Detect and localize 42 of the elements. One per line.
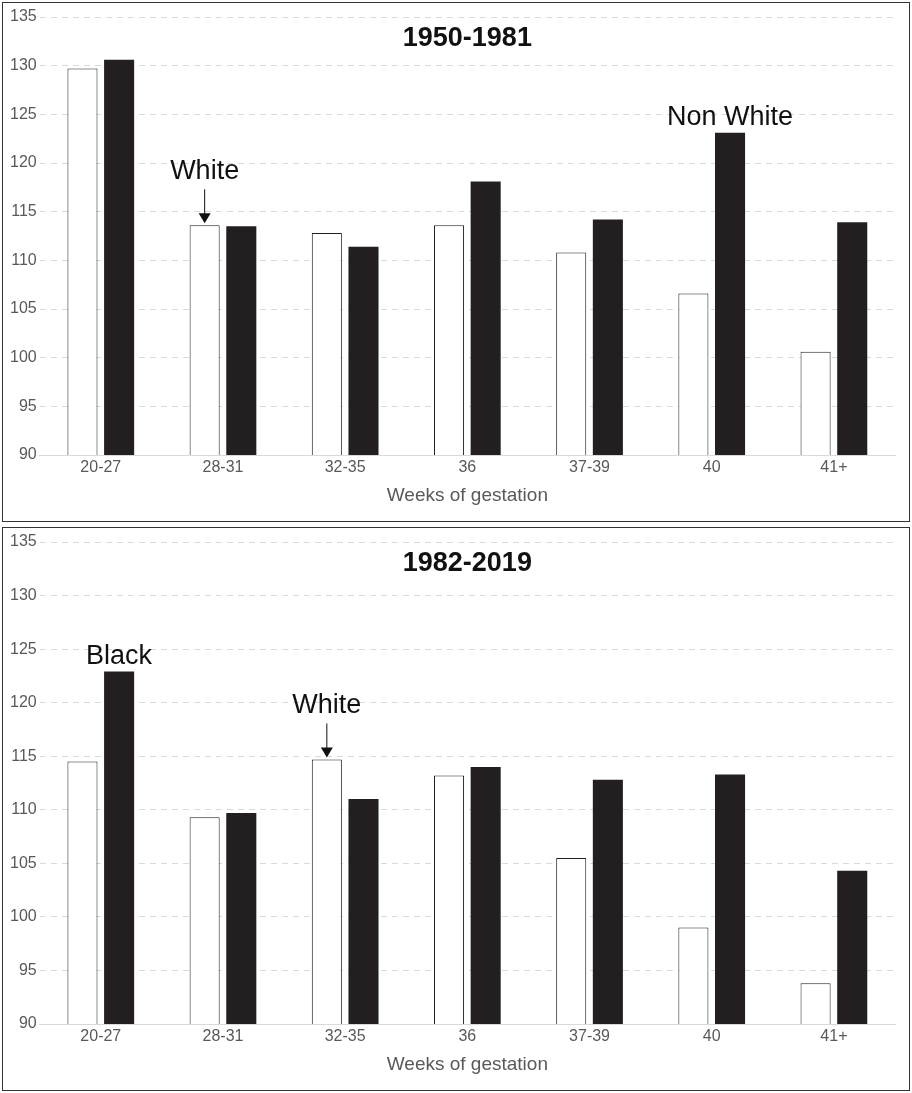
y-tick-label: 100 [9, 907, 37, 925]
y-tick-label: 115 [11, 746, 37, 764]
y-tick-label: 105 [9, 853, 37, 871]
x-tick-label: 28-31 [202, 458, 244, 476]
annotation: White [170, 155, 240, 186]
y-tick-label: 120 [9, 693, 37, 711]
y-tick-label: 125 [9, 639, 37, 657]
annotation: Black [86, 639, 153, 670]
y-tick-label: 110 [11, 250, 37, 268]
chart-title: 1982-2019 [402, 546, 532, 577]
x-axis-title: Weeks of gestation [386, 1052, 548, 1074]
y-tick-label: 120 [9, 153, 37, 171]
x-tick-label: 37-39 [569, 458, 611, 476]
x-tick-label: 40 [702, 458, 721, 476]
y-tick-label: 130 [9, 56, 37, 74]
y-tick-label: 130 [9, 585, 37, 603]
x-tick-label: 28-31 [202, 1027, 244, 1045]
x-tick-label: 36 [458, 1027, 477, 1045]
y-tick-label: 90 [18, 445, 37, 463]
y-tick-label: 135 [9, 532, 37, 550]
x-tick-label: 41+ [820, 458, 848, 476]
y-tick-label: 100 [9, 348, 37, 366]
y-tick-label: 105 [9, 299, 37, 317]
y-tick-label: 95 [18, 960, 37, 978]
x-tick-label: 40 [702, 1027, 721, 1045]
x-tick-label: 20-27 [80, 458, 122, 476]
annotation: Non White [667, 100, 794, 131]
y-tick-label: 125 [9, 104, 37, 122]
x-tick-label: 32-35 [324, 1027, 366, 1045]
chart-title: 1950-1981 [402, 21, 532, 52]
x-tick-label: 36 [458, 458, 477, 476]
y-tick-label: 110 [11, 800, 37, 818]
y-tick-label: 135 [9, 7, 37, 25]
x-tick-label: 20-27 [80, 1027, 122, 1045]
annotation: White [292, 689, 362, 720]
y-tick-label: 115 [11, 202, 37, 220]
x-axis-title: Weeks of gestation [386, 483, 548, 505]
y-tick-label: 95 [18, 396, 37, 414]
x-tick-label: 32-35 [324, 458, 366, 476]
x-tick-label: 37-39 [569, 1027, 611, 1045]
y-tick-label: 90 [18, 1014, 37, 1032]
x-tick-label: 41+ [820, 1027, 848, 1045]
